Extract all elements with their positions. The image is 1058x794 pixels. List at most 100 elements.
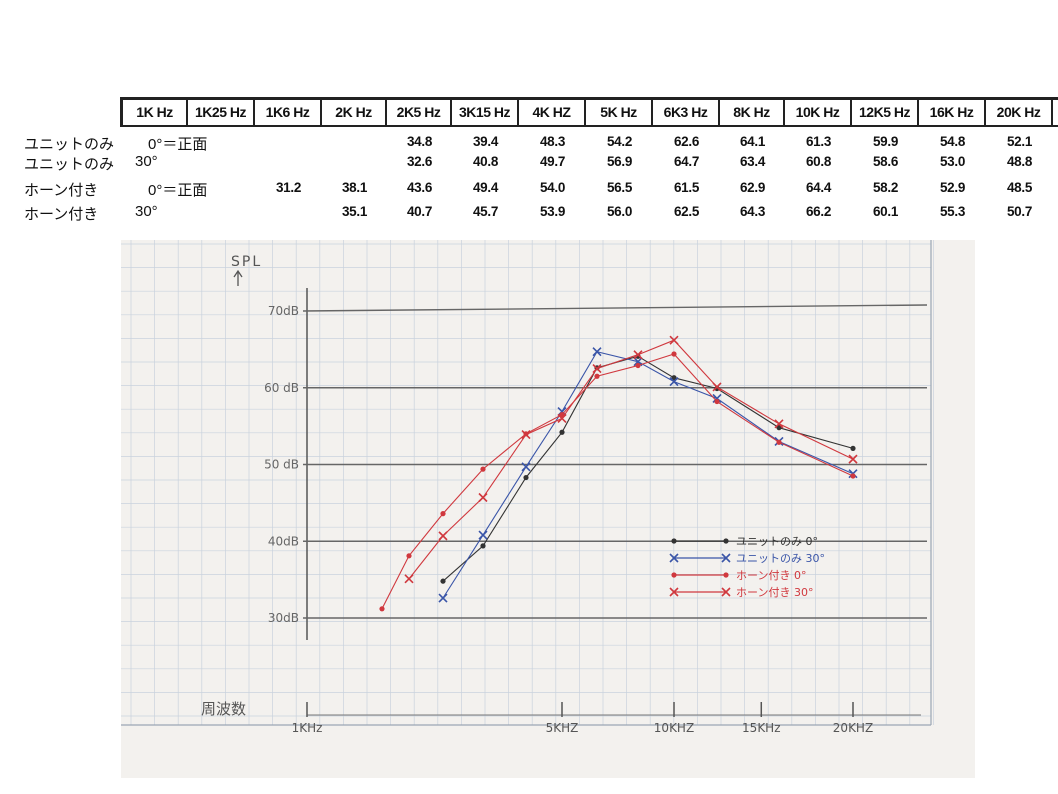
series-line [381,353,854,610]
table-cell: 55.3 [939,204,966,219]
data-point [848,454,858,464]
series-4 [404,335,858,584]
table-cell: 58.6 [872,154,899,169]
chart-photo: 70dB 60 dB 50 dB 40dB 30dB SPL 1KHz 5KHZ 10KHZ 1… [121,240,975,778]
series-3 [379,351,856,612]
y-tick-label: 70dB [268,304,299,318]
table-cell: 48.8 [1006,154,1033,169]
legend-entry: ユニットのみ 30° [669,552,825,565]
data-point [592,347,602,357]
table-cell: 64.7 [673,154,700,169]
legend-entry: ホーン付き 30° [669,586,813,599]
table-cell: 48.5 [1006,180,1033,195]
table-cell: 63.4 [739,154,766,169]
table-cell: 58.2 [872,180,899,195]
row-label-angle: 0°＝正面 [148,182,208,199]
row-label-name: ホーン付き [24,206,99,223]
data-point [521,430,531,440]
table-cell: 53.9 [539,204,566,219]
table-header-cell: 1K25 Hz [188,100,255,125]
data-point [669,335,679,345]
legend-entry: ホーン付き 0° [671,569,806,582]
legend-label: ユニットのみ 30° [736,552,825,565]
table-header-cell: 12K5 Hz [852,100,919,125]
table-cell: 54.0 [539,180,566,195]
row-label-name: ユニットのみ [24,156,115,173]
table-cell: 53.0 [939,154,966,169]
legend-marker [723,572,729,578]
table-cell: 64.4 [805,180,832,195]
data-point [438,593,448,603]
row-label-name: ホーン付き [24,182,99,199]
table-header-cell: 5K Hz [586,100,653,125]
row-label-angle: 30° [135,153,158,170]
series-line [442,351,854,599]
table-cell: 50.7 [1006,204,1033,219]
data-point [712,393,722,404]
data-point [671,351,677,357]
x-tick-label: 10KHZ [654,721,694,735]
table-cell: 49.7 [539,154,566,169]
data-point [850,473,856,479]
data-point [406,553,412,559]
data-point [594,373,600,379]
data-point [557,413,567,424]
data-table: 1K Hz 1K25 Hz 1K6 Hz 2K Hz 2K5 Hz 3K15 Hz 4K H… [0,97,1058,237]
x-tick-label: 5KHZ [546,721,579,735]
row-label: ユニットのみ 30° [24,153,158,174]
chart-legend: ユニットのみ 0° ユニットのみ 30° ホーン付き 0° ホーン付き 30° [669,535,825,599]
table-cell: 62.6 [673,134,700,149]
table-cell: 66.2 [805,204,832,219]
chart-grid [121,240,934,726]
x-axis-label: 周波数 [201,700,246,718]
y-axis: 70dB 60 dB 50 dB 40dB 30dB SPL [231,254,928,640]
table-cell: 61.5 [673,180,700,195]
data-point [712,382,722,392]
table-cell: 52.9 [939,180,966,195]
y-tick-label: 40dB [268,534,299,548]
table-cell: 56.9 [606,154,633,169]
table-cell: 61.3 [805,134,832,149]
legend-label: ホーン付き 0° [736,569,806,582]
data-point [559,429,565,435]
table-header-cell: 2K Hz [322,100,387,125]
table-cell: 35.1 [341,204,368,219]
data-point [669,377,679,387]
table-cell: 34.8 [406,134,433,149]
x-tick-label: 20KHZ [833,721,873,735]
table-cell: 40.7 [406,204,433,219]
data-point [480,543,486,549]
table-header-row: 1K Hz 1K25 Hz 1K6 Hz 2K Hz 2K5 Hz 3K15 Hz 4K H… [120,97,1058,127]
table-header-cell: 16K Hz [919,100,986,125]
data-point [440,511,446,517]
data-point [440,578,446,584]
table-cell: 62.9 [739,180,766,195]
row-label-name: ユニットのみ [24,136,115,153]
legend-marker [671,572,677,578]
row-label: ホーン付き 30° [24,203,158,224]
data-point [480,466,486,472]
table-cell: 56.0 [606,204,633,219]
table-cell: 54.2 [606,134,633,149]
y-tick-label: 60 dB [264,381,299,395]
x-tick-label: 1KHz [292,721,323,735]
table-cell: 60.1 [872,204,899,219]
x-axis: 1KHz 5KHZ 10KHZ 15KHz 20KHZ 周波数 [201,700,921,735]
data-point [523,474,529,481]
legend-label: ユニットのみ 0° [736,535,818,548]
table-cell: 56.5 [606,180,633,195]
table-header-cell: 10K Hz [785,100,852,125]
legend-entry: ユニットのみ 0° [671,535,818,548]
table-cell: 64.1 [739,134,766,149]
table-cell: 31.2 [275,180,302,195]
data-point [850,445,856,451]
row-label: ユニットのみ 0°＝正面 [24,133,207,154]
series-group [379,335,858,612]
table-cell: 62.5 [673,204,700,219]
table-cell: 48.3 [539,134,566,149]
x-tick-label: 15KHz [742,721,780,735]
data-point [438,531,448,541]
data-point [521,462,531,472]
data-point [635,362,641,369]
